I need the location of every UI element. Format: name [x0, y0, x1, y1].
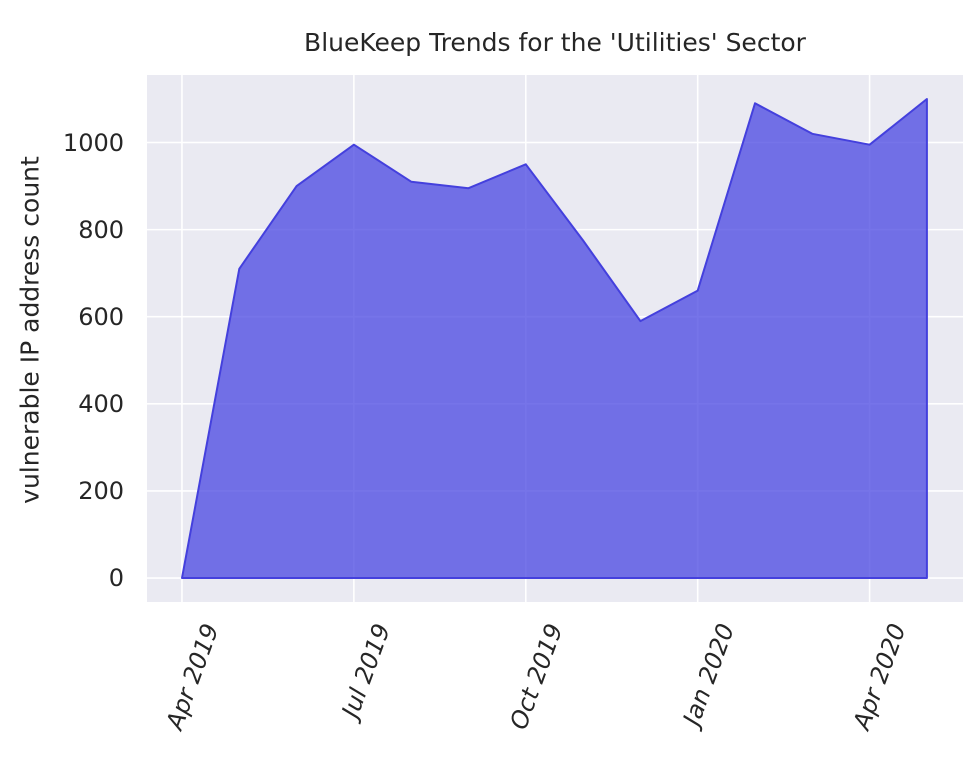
y-tick-label: 0 [108, 564, 124, 593]
y-tick-label: 800 [78, 215, 124, 244]
y-tick-label: 200 [78, 476, 124, 505]
y-tick-label: 1000 [62, 128, 124, 157]
y-tick-label: 600 [78, 302, 124, 331]
chart-title: BlueKeep Trends for the 'Utilities' Sect… [304, 28, 806, 57]
y-tick-label: 400 [78, 389, 124, 418]
